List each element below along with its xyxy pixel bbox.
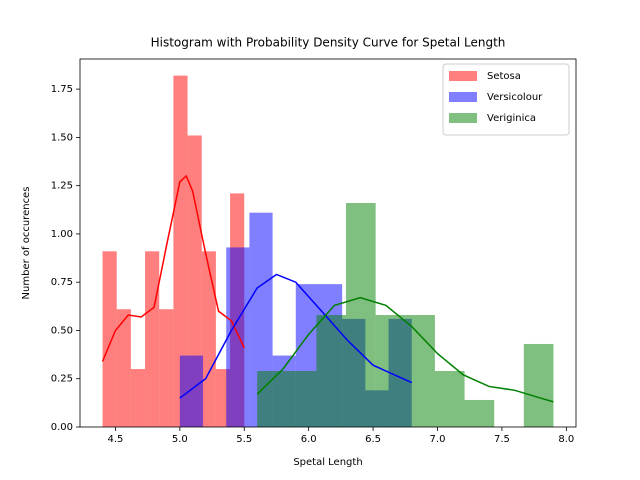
- legend-swatch: [449, 113, 477, 123]
- density-curve: [256, 296, 554, 403]
- chart-title: Histogram with Probability Density Curve…: [151, 36, 506, 50]
- plot-frame: [79, 58, 577, 428]
- legend-label: Veriginica: [487, 113, 536, 124]
- x-tick-label: 4.5: [107, 434, 123, 445]
- histogram-bar: [464, 399, 495, 427]
- y-tick-label: 0.75: [51, 277, 73, 288]
- histogram-bar: [159, 309, 174, 427]
- x-tick-label: 5.5: [236, 434, 252, 445]
- y-axis-label: Number of occurences: [21, 187, 32, 300]
- histogram-bar: [434, 371, 465, 427]
- legend-swatch: [449, 92, 477, 102]
- y-tick-label: 0.25: [51, 374, 73, 385]
- histogram-bar: [316, 315, 347, 427]
- legend-label: Setosa: [487, 71, 521, 82]
- histogram-bar: [187, 135, 202, 427]
- histogram-bar: [130, 369, 146, 427]
- histogram-bar: [201, 251, 216, 427]
- y-tick-label: 1.00: [51, 229, 73, 240]
- y-tick-label: 1.50: [51, 132, 73, 143]
- y-tick-label: 0.00: [51, 422, 73, 433]
- x-tick-label: 7.5: [494, 434, 510, 445]
- x-tick-label: 6.5: [365, 434, 381, 445]
- histogram-bar: [102, 251, 117, 427]
- legend: Setosa Versicolour Veriginica: [442, 63, 570, 136]
- x-tick-label: 5.0: [172, 434, 188, 445]
- x-axis-label: Spetal Length: [293, 457, 362, 468]
- x-tick-label: 6.0: [301, 434, 317, 445]
- histogram-bar: [286, 371, 317, 427]
- y-tick-label: 0.50: [51, 325, 73, 336]
- histogram-bar: [179, 355, 204, 427]
- histogram-bar: [375, 315, 406, 427]
- histogram-bar: [173, 75, 188, 428]
- histogram-bar: [226, 247, 250, 427]
- legend-label: Versicolour: [487, 92, 543, 103]
- histogram-bar: [405, 315, 435, 427]
- histogram-bar: [116, 309, 131, 427]
- legend-swatch: [449, 71, 477, 81]
- histogram-bar: [523, 343, 554, 427]
- x-tick-label: 7.0: [430, 434, 446, 445]
- density-curve: [179, 273, 413, 399]
- density-curve: [101, 174, 245, 362]
- histogram-bar: [145, 251, 160, 427]
- x-tick-label: 8.0: [558, 434, 574, 445]
- y-tick-label: 1.25: [51, 181, 73, 192]
- y-tick-label: 1.75: [51, 84, 73, 95]
- histogram-bar: [346, 203, 376, 427]
